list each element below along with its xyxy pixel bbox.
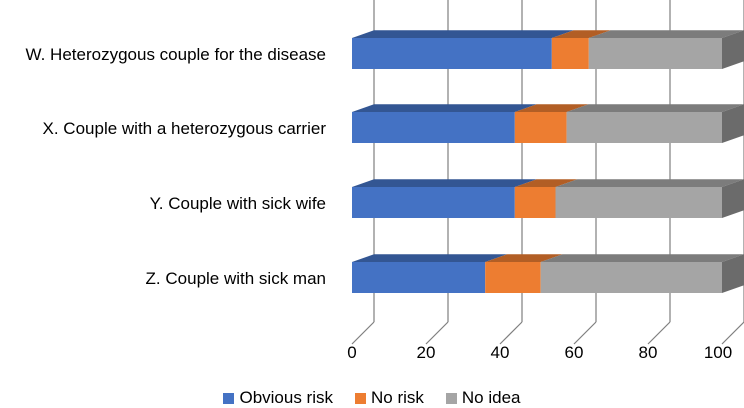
category-label: Y. Couple with sick wife	[150, 194, 326, 213]
gridline-floor	[574, 322, 596, 344]
legend-label-no-idea: No idea	[462, 388, 521, 408]
x-tick-label: 20	[417, 343, 436, 362]
category-label: Z. Couple with sick man	[146, 269, 326, 288]
bar-obvious-risk	[352, 112, 515, 143]
bar-no-idea	[541, 262, 722, 293]
x-tick-label: 40	[491, 343, 510, 362]
bars	[352, 30, 744, 293]
gridline-floor	[426, 322, 448, 344]
x-axis-tick-labels: 0 20 40 60 80 100	[347, 343, 732, 362]
category-labels: W. Heterozygous couple for the disease X.…	[26, 45, 327, 288]
legend-swatch-no-idea	[446, 393, 457, 404]
bar-obvious-risk	[352, 38, 552, 69]
bar-obvious-risk	[352, 262, 485, 293]
category-label: W. Heterozygous couple for the disease	[26, 45, 327, 64]
bar-no-risk	[485, 262, 541, 293]
legend: Obvious risk No risk No idea	[0, 388, 744, 408]
bar-no-idea	[589, 38, 722, 69]
bar-top-no-idea	[589, 30, 744, 38]
bar-top-no-idea	[556, 179, 744, 187]
legend-label-obvious-risk: Obvious risk	[239, 388, 333, 408]
gridline-floor	[352, 322, 374, 344]
x-tick-label: 0	[347, 343, 356, 362]
legend-swatch-no-risk	[355, 393, 366, 404]
bar-obvious-risk	[352, 187, 515, 218]
x-tick-label: 80	[639, 343, 658, 362]
gridline-floor	[500, 322, 522, 344]
bar-no-risk	[552, 38, 589, 69]
x-tick-label: 100	[704, 343, 732, 362]
bar-top-no-idea	[567, 104, 744, 112]
legend-swatch-obvious-risk	[223, 393, 234, 404]
bar-no-risk	[515, 187, 556, 218]
bar-no-idea	[567, 112, 722, 143]
bar-no-risk	[515, 112, 567, 143]
category-label: X. Couple with a heterozygous carrier	[43, 119, 327, 138]
x-tick-label: 60	[565, 343, 584, 362]
bar-top-obvious-risk	[352, 104, 537, 112]
legend-label-no-risk: No risk	[371, 388, 424, 408]
gridline-floor	[648, 322, 670, 344]
bar-chart: W. Heterozygous couple for the disease X.…	[0, 0, 744, 388]
legend-item-obvious-risk: Obvious risk	[223, 388, 333, 408]
bar-top-obvious-risk	[352, 179, 537, 187]
bar-no-idea	[556, 187, 723, 218]
legend-item-no-risk: No risk	[355, 388, 424, 408]
bar-top-no-idea	[541, 254, 744, 262]
legend-item-no-idea: No idea	[446, 388, 521, 408]
gridline-floor	[722, 322, 744, 344]
bar-top-obvious-risk	[352, 30, 574, 38]
bar-top-obvious-risk	[352, 254, 507, 262]
